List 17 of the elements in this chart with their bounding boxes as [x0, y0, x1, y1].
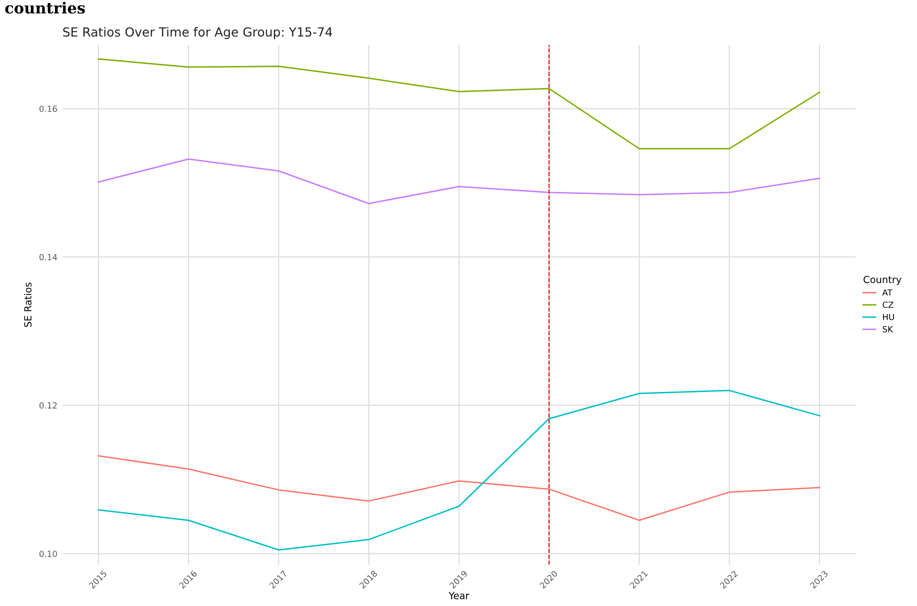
- legend-title: Country: [864, 276, 902, 286]
- text: countries: [5, 2, 85, 14]
- legend-label: AT: [882, 289, 892, 296]
- y-tick-label: 0.14: [39, 254, 58, 260]
- line-series: [98, 58, 820, 150]
- legend-label: SK: [882, 326, 894, 332]
- y-tick-label: 0.12: [39, 402, 57, 409]
- legend-label: HU: [883, 314, 894, 320]
- x-axis-title: Year: [448, 592, 470, 600]
- y-axis-title: SE Ratios: [24, 282, 32, 327]
- legend-label: CZ: [882, 302, 894, 308]
- line-series: [98, 455, 820, 521]
- y-tick-label: 0.16: [39, 106, 57, 112]
- line-series: [98, 158, 820, 204]
- y-tick-label: 0.10: [39, 550, 57, 557]
- line-series: [98, 390, 820, 551]
- chart-title: SE Ratios Over Time for Age Group: Y15-74: [63, 27, 332, 40]
